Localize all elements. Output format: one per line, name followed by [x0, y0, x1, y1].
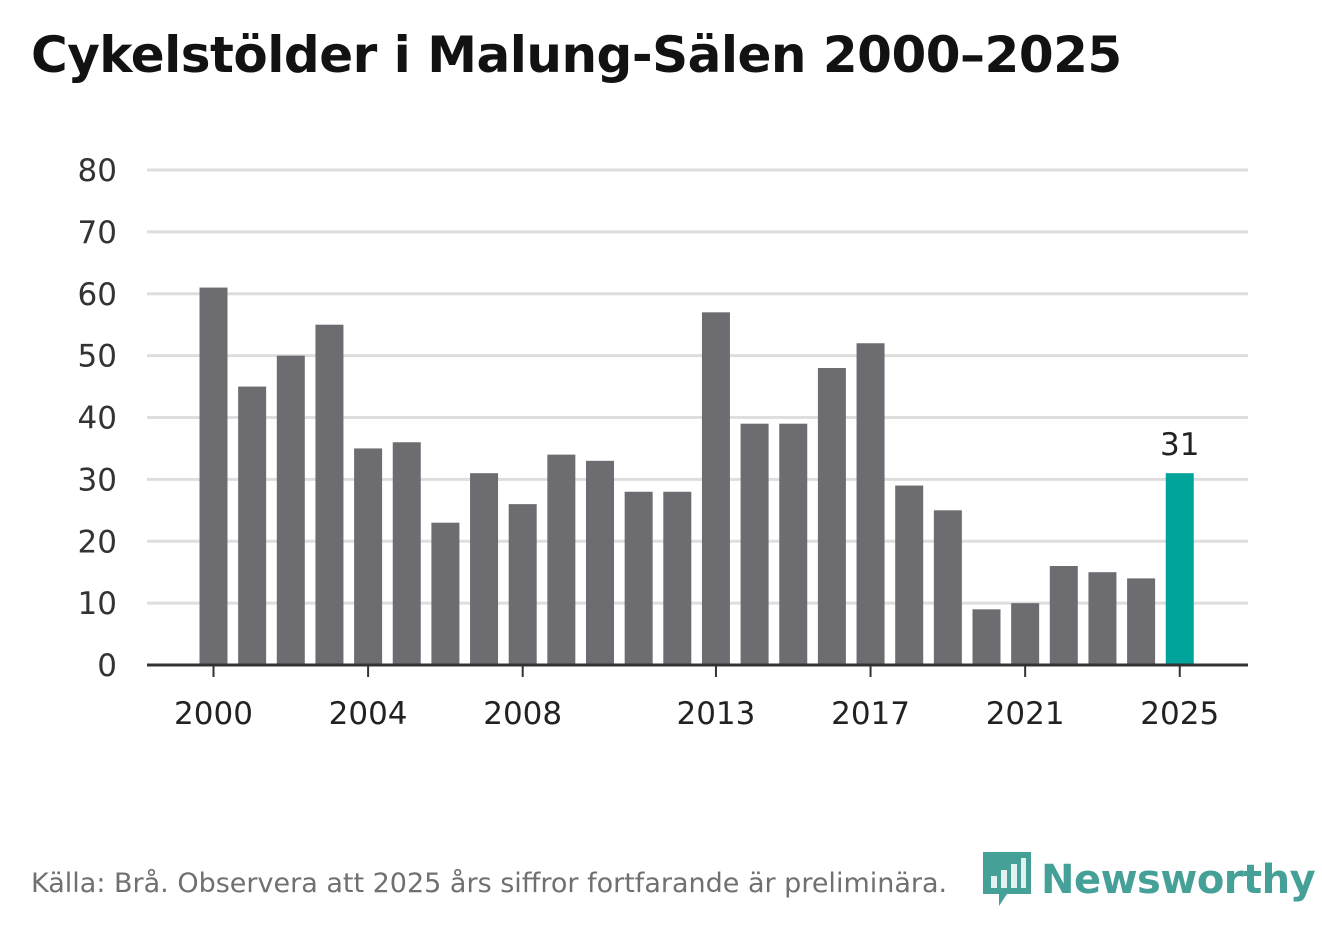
bar-2019: [933, 510, 962, 665]
bar-2015: [779, 423, 808, 665]
bar-2000: [199, 287, 228, 665]
newsworthy-logo-icon: [983, 852, 1031, 906]
x-tick-label-2000: 2000: [174, 696, 253, 732]
bar-2013: [701, 312, 730, 665]
y-tick-label-30: 30: [78, 462, 117, 498]
newsworthy-logo[interactable]: Newsworthy: [981, 850, 1316, 910]
y-tick-label-50: 50: [78, 339, 117, 375]
y-tick-label-10: 10: [78, 586, 117, 622]
y-tick-label-60: 60: [78, 277, 117, 313]
y-axis-ticks: 0 10 20 30 40 50 60 70 80: [78, 153, 117, 684]
source-note: Källa: Brå. Observera att 2025 års siffr…: [31, 868, 948, 899]
bar-2003: [315, 324, 344, 665]
bar-2006: [431, 522, 460, 665]
y-tick-label-70: 70: [78, 215, 117, 251]
x-axis-ticks: 2000 2004 2008 2013 2017 2021 2025: [174, 665, 1219, 732]
y-tick-label-80: 80: [78, 153, 117, 189]
bar-2001: [238, 386, 267, 665]
bar-2016: [817, 368, 846, 665]
bar-2007: [470, 473, 499, 665]
data-labels: 31: [1160, 427, 1199, 463]
bar-2023: [1088, 572, 1117, 665]
bar-2018: [895, 485, 924, 665]
x-tick-label-2025: 2025: [1140, 696, 1219, 732]
chart-title: Cykelstölder i Malung-Sälen 2000–2025: [31, 26, 1122, 84]
bar-2021: [1011, 603, 1040, 665]
y-tick-label-40: 40: [78, 401, 117, 437]
bar-2022: [1049, 566, 1078, 665]
bar-2010: [586, 460, 614, 665]
data-label-2025: 31: [1160, 427, 1199, 463]
x-tick-label-2021: 2021: [986, 696, 1065, 732]
bar-2002: [276, 355, 305, 665]
bars: [199, 287, 1194, 665]
bar-2008: [508, 504, 537, 665]
y-tick-label-20: 20: [78, 524, 117, 560]
x-tick-label-2004: 2004: [329, 696, 408, 732]
bar-2017: [856, 343, 885, 665]
y-tick-label-0: 0: [97, 648, 117, 684]
x-tick-label-2008: 2008: [483, 696, 562, 732]
x-tick-label-2013: 2013: [676, 696, 755, 732]
grid-lines: [147, 168, 1248, 605]
brand-name: Newsworthy: [1041, 857, 1316, 903]
bar-2004: [354, 448, 383, 665]
bar-2005: [392, 442, 421, 665]
x-tick-label-2017: 2017: [831, 696, 910, 732]
bar-2012: [663, 491, 692, 665]
bar-2025: [1165, 473, 1194, 665]
bar-2011: [624, 491, 653, 665]
bar-2020: [972, 609, 1001, 665]
bar-2014: [740, 423, 769, 665]
bar-2009: [547, 454, 576, 665]
bar-2024: [1127, 578, 1156, 665]
